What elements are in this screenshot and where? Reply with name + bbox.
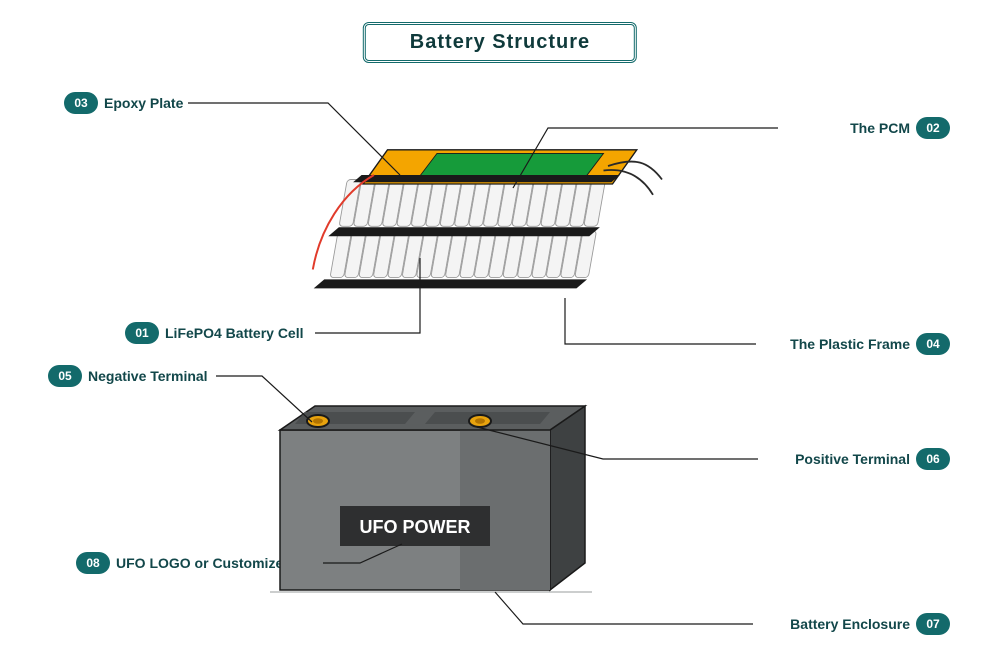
callout-label-03: Epoxy Plate bbox=[104, 95, 183, 111]
callout-label-05: Negative Terminal bbox=[88, 368, 208, 384]
callout-badge-05: 05 bbox=[48, 365, 82, 387]
callout-badge-06: 06 bbox=[916, 448, 950, 470]
callout-badge-07: 07 bbox=[916, 613, 950, 635]
battery-enclosure-illustration: UFO POWER bbox=[240, 388, 620, 608]
callout-label-01: LiFePO4 Battery Cell bbox=[165, 325, 304, 341]
battery-pack-illustration bbox=[320, 130, 680, 310]
callout-label-07: Battery Enclosure bbox=[790, 616, 910, 632]
callout-badge-03: 03 bbox=[64, 92, 98, 114]
callout-label-04: The Plastic Frame bbox=[790, 336, 910, 352]
callout-label-06: Positive Terminal bbox=[795, 451, 910, 467]
title-box: Battery Structure bbox=[363, 22, 637, 63]
callout-badge-04: 04 bbox=[916, 333, 950, 355]
callout-label-02: The PCM bbox=[850, 120, 910, 136]
svg-text:UFO POWER: UFO POWER bbox=[360, 517, 471, 537]
callout-badge-08: 08 bbox=[76, 552, 110, 574]
callout-badge-01: 01 bbox=[125, 322, 159, 344]
callout-badge-02: 02 bbox=[916, 117, 950, 139]
